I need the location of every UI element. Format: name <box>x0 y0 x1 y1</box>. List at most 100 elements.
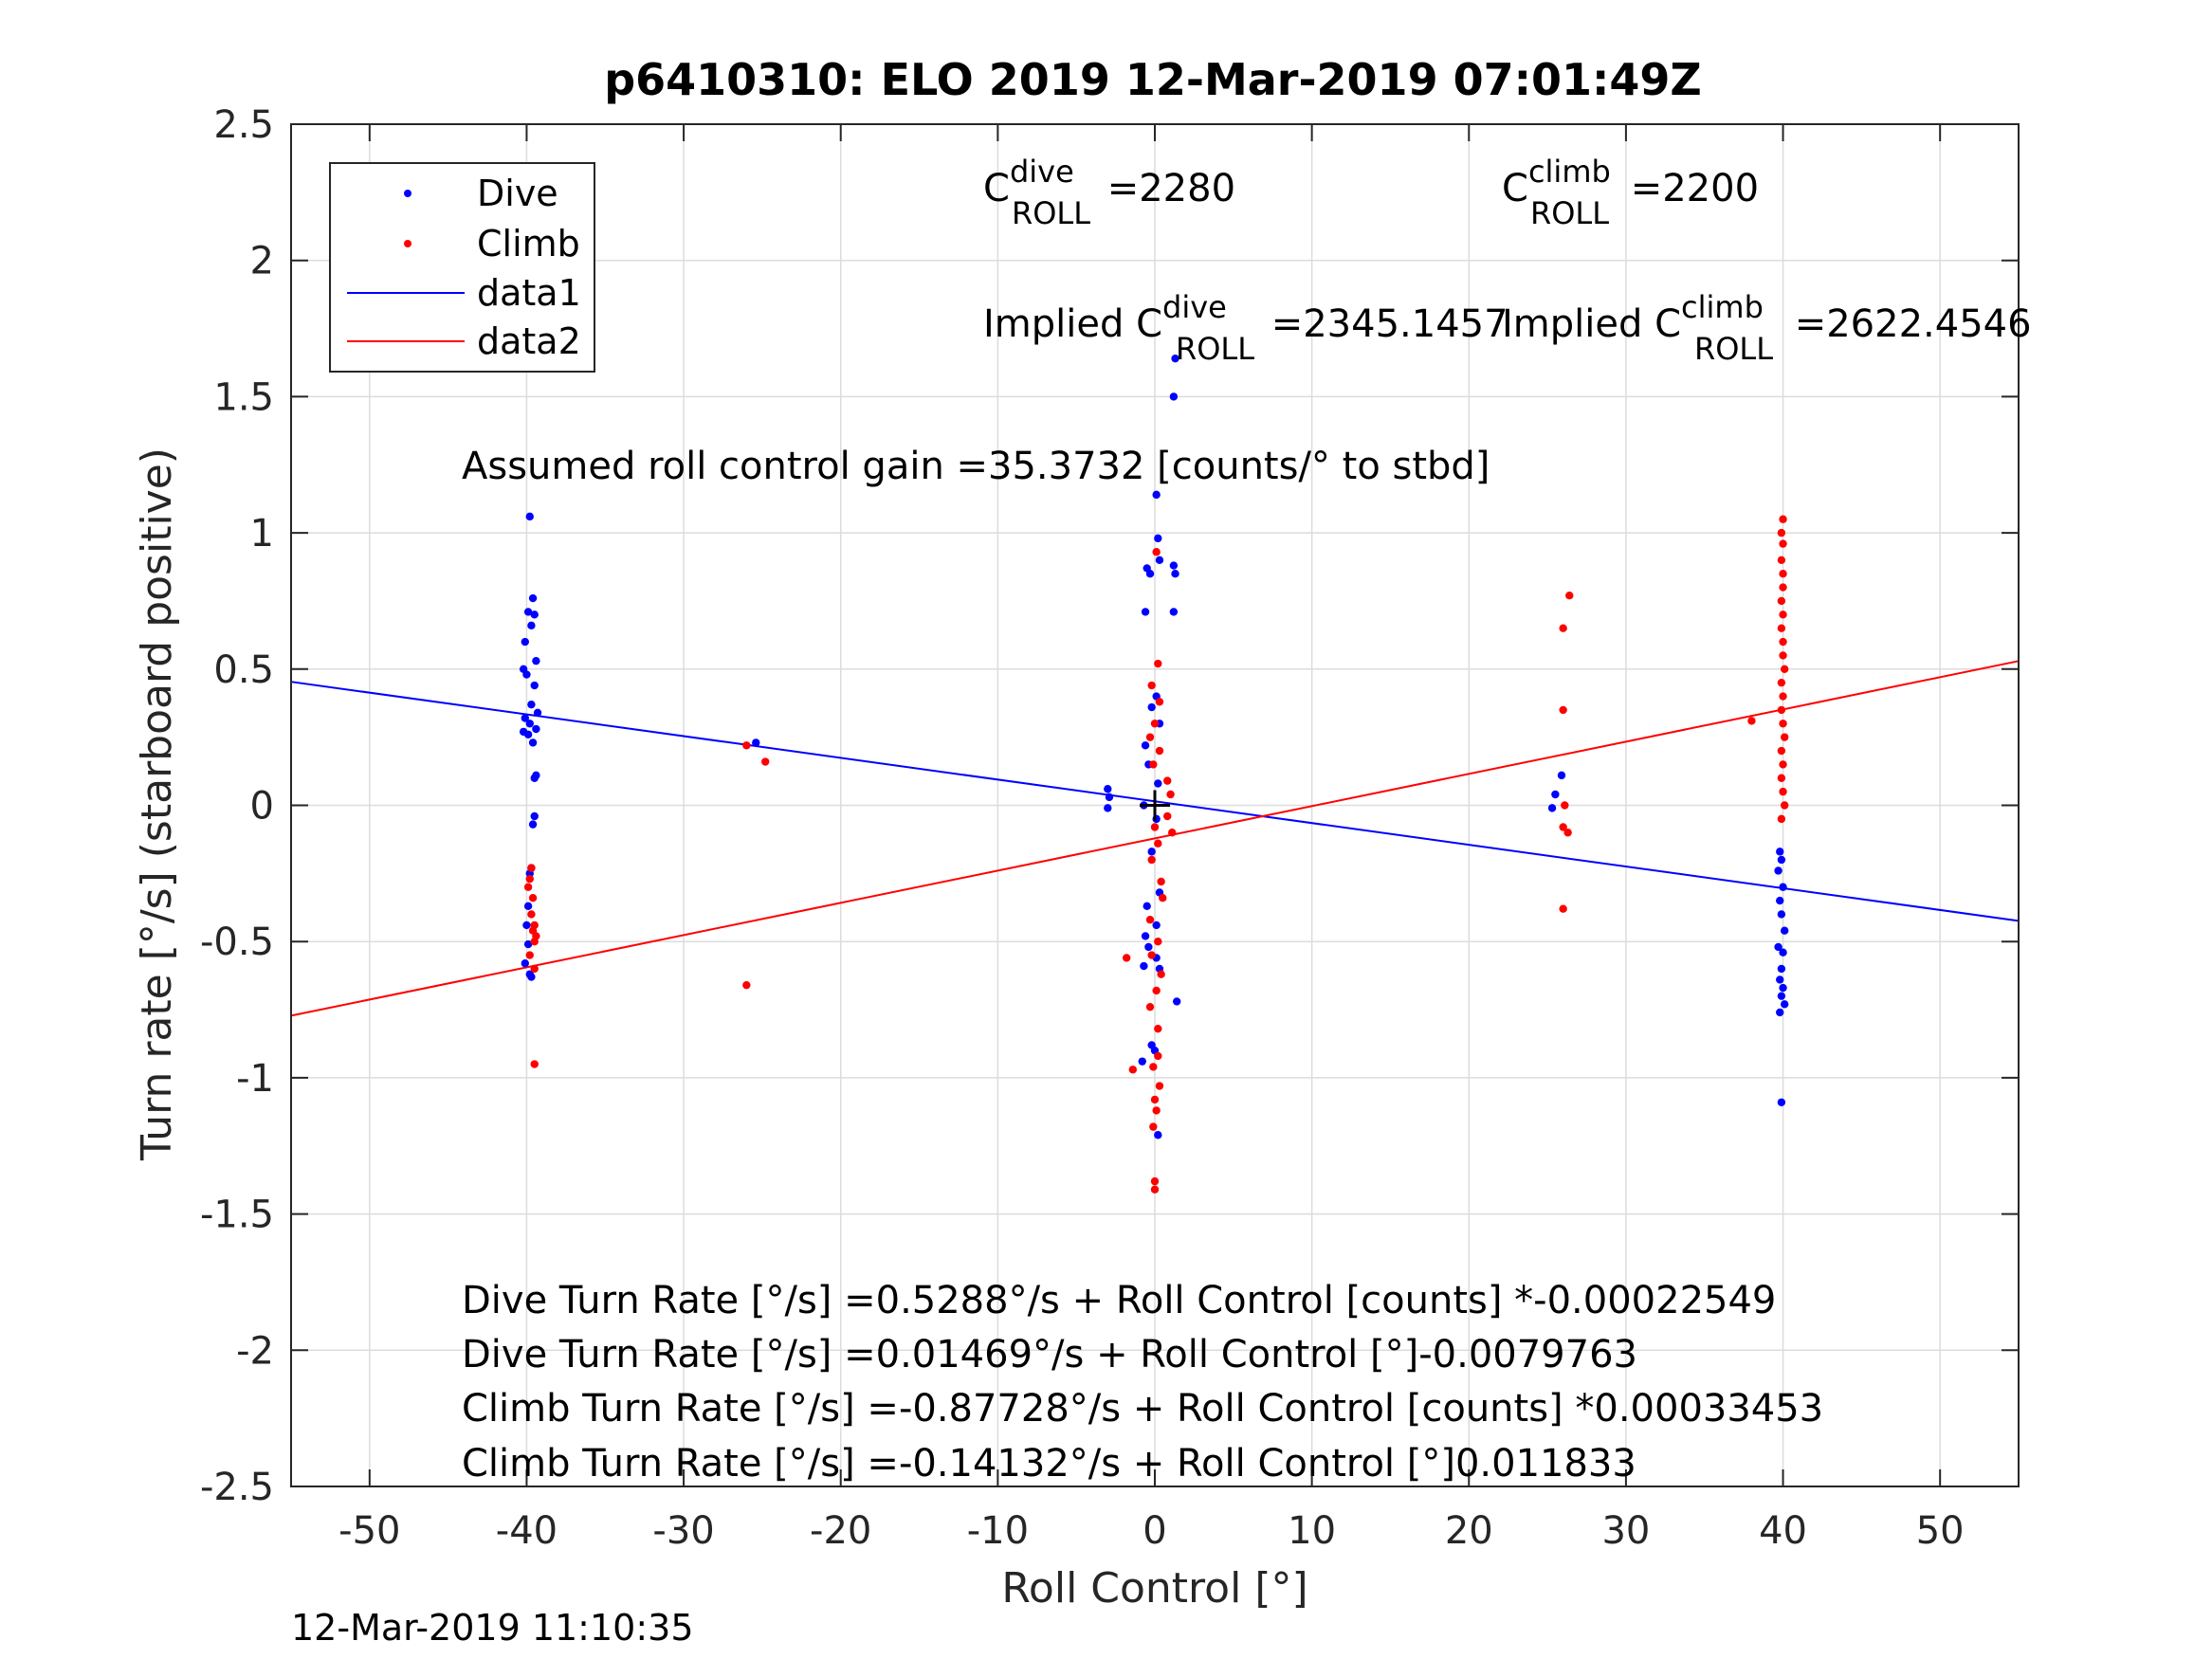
climb-point <box>1777 678 1786 687</box>
climb-point <box>1777 746 1786 756</box>
y-tick-labels: -2.5 -2 -1.5 -1 -0.5 0 0.5 1 1.5 2 2.5 <box>200 103 274 1509</box>
climb-point <box>1154 1051 1162 1061</box>
dive-point <box>1774 942 1782 952</box>
climb-point <box>528 894 538 902</box>
dive-point <box>1147 848 1156 856</box>
climb-point <box>1155 746 1164 756</box>
dive-point <box>1779 883 1787 891</box>
dive-point <box>522 670 531 679</box>
dive-point <box>1557 771 1566 780</box>
dive-point <box>1104 785 1112 793</box>
dive-point <box>1776 896 1784 905</box>
climb-point <box>1145 916 1155 924</box>
dive-point <box>1140 961 1148 971</box>
climb-point <box>525 951 534 959</box>
implied-c-roll-climb-annotation: Implied Cclimb ROLL =2622.4546 <box>1502 289 2032 367</box>
climb-point <box>1779 637 1787 647</box>
climb-point <box>1559 705 1567 715</box>
dive-point <box>1777 1098 1786 1106</box>
climb-point <box>1777 528 1786 538</box>
climb-point <box>1779 787 1787 796</box>
gain-annotation: Assumed roll control gain =35.3732 [coun… <box>462 445 1490 488</box>
dive-point <box>1154 534 1162 543</box>
climb-point <box>1147 681 1156 690</box>
dive-point <box>530 681 539 690</box>
dive-point <box>1776 1008 1784 1017</box>
legend-dive-label: Dive <box>477 173 558 214</box>
dive-point <box>1152 490 1161 500</box>
c-roll-dive-annotation: Cdive ROLL =2280 <box>983 154 1235 231</box>
climb-point <box>1155 698 1164 706</box>
climb-point <box>530 938 539 946</box>
dive-point <box>527 621 536 630</box>
dive-point <box>1777 855 1786 865</box>
y-tick-label: -1.5 <box>200 1194 274 1237</box>
dive-point <box>528 738 538 747</box>
y-tick-label: -2 <box>236 1329 274 1373</box>
climb-point <box>1150 720 1160 728</box>
dive-point <box>1147 702 1156 712</box>
x-tick-labels: -50 -40 -30 -20 -10 0 10 20 30 40 50 <box>338 1509 1964 1553</box>
dive-point <box>1551 790 1560 799</box>
dive-point <box>1774 866 1782 875</box>
chart-title: p6410310: ELO 2019 12-Mar-2019 07:01:49Z <box>604 54 1702 105</box>
dive-point <box>1105 793 1114 802</box>
climb-point <box>1149 1122 1158 1131</box>
climb-point <box>1777 814 1786 824</box>
climb-point <box>1747 717 1756 725</box>
dive-point <box>1169 608 1179 616</box>
x-tick-label: 40 <box>1759 1509 1807 1553</box>
dive-point <box>1169 392 1179 401</box>
climb-point <box>1779 651 1787 660</box>
dive-point <box>1776 975 1784 984</box>
dive-point <box>530 611 539 619</box>
dive-point <box>1172 997 1181 1006</box>
dive-point <box>1141 741 1150 750</box>
dive-point <box>1104 804 1112 812</box>
climb-point <box>527 864 536 872</box>
dive-point <box>1154 779 1162 788</box>
climb-point <box>1157 877 1165 886</box>
x-tick-label: -40 <box>496 1509 558 1553</box>
climb-point <box>742 980 751 990</box>
x-tick-label: 10 <box>1288 1509 1336 1553</box>
dive-point <box>527 700 536 709</box>
climb-point <box>1145 1002 1155 1012</box>
legend-climb-label: Climb <box>477 223 580 264</box>
climb-point <box>1154 938 1162 946</box>
legend: Dive Climb data1 data2 <box>329 162 595 373</box>
dive-point <box>1547 804 1557 812</box>
climb-point <box>742 741 751 750</box>
climb-point <box>1777 556 1786 565</box>
climb-point <box>761 757 770 766</box>
x-tick-label: 50 <box>1916 1509 1965 1553</box>
dive-point <box>530 774 539 782</box>
climb-point <box>1152 1106 1161 1115</box>
climb-point <box>1145 733 1155 741</box>
y-tick-label: -2.5 <box>200 1466 274 1509</box>
climb-point <box>1154 659 1162 668</box>
climb-point <box>1781 801 1789 810</box>
climb-point <box>1779 515 1787 523</box>
climb-point <box>1159 894 1167 902</box>
dive-point <box>1169 561 1179 570</box>
data-points <box>519 354 1789 1194</box>
climb-point <box>1150 1095 1160 1104</box>
climb-point <box>1781 733 1789 741</box>
y-axis-label: Turn rate [°/s] (starboard positive) <box>133 447 181 1161</box>
climb-point <box>1559 904 1567 913</box>
dive-point <box>527 973 536 981</box>
x-tick-label: -30 <box>652 1509 714 1553</box>
climb-point <box>1150 823 1160 831</box>
climb-point <box>1563 829 1572 837</box>
legend-data2-label: data2 <box>477 320 581 362</box>
fit-climb-deg-text: Climb Turn Rate [°/s] =-0.14132°/s + Rol… <box>462 1442 1636 1486</box>
climb-point <box>527 910 536 919</box>
dive-point <box>1145 570 1155 578</box>
climb-point <box>1149 760 1158 769</box>
climb-point <box>1168 829 1177 837</box>
dive-point <box>1781 926 1789 935</box>
dive-point <box>1143 902 1151 911</box>
y-tick-label: -0.5 <box>200 921 274 964</box>
